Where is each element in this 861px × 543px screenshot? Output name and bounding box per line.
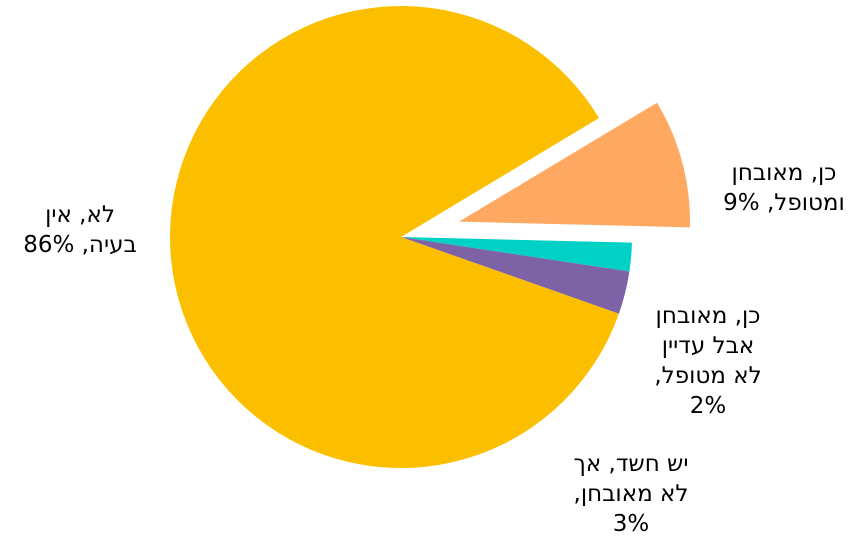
slice-label-line: 3%: [613, 511, 650, 537]
slice-label-line: יש חשד, אך: [574, 451, 689, 477]
pie-slice: [401, 237, 632, 272]
pie-slice: [459, 102, 691, 228]
slice-label-line: לא, אין: [45, 202, 115, 228]
pie-labels: כן, מאובחן ומטופל, 9% כן, מאובחן אבל עדיין ל…: [23, 160, 845, 537]
slice-label-line: ומטופל, 9%: [723, 190, 845, 216]
slice-label-line: בעיה, 86%: [23, 232, 137, 258]
slice-label-line: 2%: [690, 393, 727, 419]
slice-label: כן, מאובחן ומטופל, 9%: [723, 160, 845, 216]
slice-label-line: כן, מאובחן: [656, 303, 761, 329]
slice-label-line: לא מטופל,: [654, 363, 761, 389]
pie-slice: [169, 5, 619, 468]
slice-label-line: אבל עדיין: [662, 333, 755, 359]
slice-label-line: לא מאובחן,: [574, 481, 689, 507]
slice-label: לא, אין בעיה, 86%: [23, 202, 137, 258]
pie-slice: [401, 237, 630, 314]
slice-label-line: כן, מאובחן: [732, 160, 837, 186]
slice-label: כן, מאובחן אבל עדיין לא מטופל, 2%: [654, 303, 761, 419]
slice-label: יש חשד, אך לא מאובחן, 3%: [574, 451, 689, 537]
pie-slices: [169, 5, 691, 468]
